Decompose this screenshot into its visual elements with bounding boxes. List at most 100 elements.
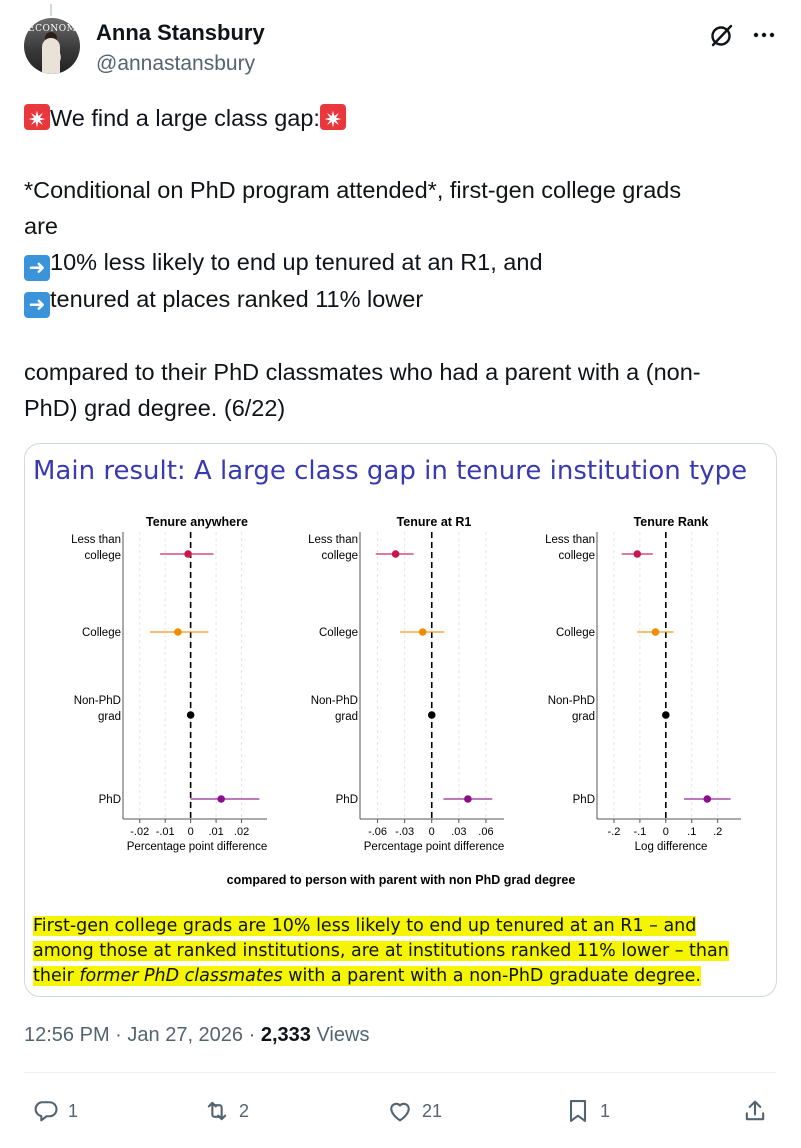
siren-emoji-icon — [319, 102, 346, 138]
avatar-body — [42, 38, 60, 74]
panel-title: Tenure at R1 — [397, 515, 472, 529]
like-button[interactable]: 21 — [386, 1096, 442, 1126]
point-estimate — [418, 628, 427, 636]
share-icon — [745, 1100, 765, 1121]
share-button[interactable] — [741, 1096, 769, 1126]
y-category-label: College — [556, 627, 595, 639]
post-meta: 12:56 PM · Jan 27, 2026 · 2,333 Views — [24, 1024, 369, 1047]
y-category-label: College — [319, 627, 358, 639]
heart-icon — [390, 1102, 410, 1122]
siren-emoji-icon — [24, 102, 50, 138]
slide-title: Main result: A large class gap in tenure… — [33, 456, 748, 486]
bookmark-icon — [569, 1100, 587, 1122]
post-line-2: *Conditional on PhD program attended*, f… — [24, 177, 682, 203]
blank-line — [24, 318, 764, 354]
panel-title: Tenure anywhere — [146, 515, 248, 529]
post-date[interactable]: Jan 27, 2026 — [127, 1024, 244, 1046]
y-category-label: grad — [98, 711, 121, 723]
post-line-5-text: tenured at places ranked 11% lower — [50, 286, 424, 312]
point-estimate — [427, 711, 436, 719]
avatar-text: ECONOMIC — [28, 24, 80, 34]
author-handle[interactable]: @annastansbury — [96, 52, 256, 75]
x-tick-label: -.01 — [156, 826, 175, 838]
right-arrow-emoji-icon: ➜ — [24, 292, 50, 318]
post-line-3: are — [24, 213, 58, 239]
x-tick-label: 0 — [429, 826, 435, 838]
x-tick-label: .1 — [687, 826, 696, 838]
post-line-7: PhD) grad degree. (6/22) — [24, 395, 286, 421]
x-tick-label: .06 — [478, 826, 493, 838]
post-time[interactable]: 12:56 PM — [24, 1024, 110, 1046]
x-axis-label: Percentage point difference — [364, 841, 504, 853]
x-tick-label: .02 — [234, 826, 249, 838]
repost-button[interactable]: 2 — [203, 1096, 249, 1126]
point-estimate — [184, 550, 192, 558]
caption-part-3: with a parent with a non-PhD graduate de… — [282, 966, 701, 986]
y-category-label: Non-PhD — [74, 695, 121, 707]
y-category-label: college — [85, 550, 121, 562]
point-estimate — [186, 711, 195, 719]
x-tick-label: 0 — [663, 826, 669, 838]
bookmark-button[interactable]: 1 — [564, 1096, 610, 1126]
right-arrow-emoji-icon: ➜ — [24, 255, 50, 281]
grok-icon[interactable] — [709, 22, 735, 48]
bookmark-count: 1 — [600, 1100, 611, 1121]
point-estimate — [217, 795, 225, 803]
post-line-4-text: 10% less likely to end up tenured at an … — [50, 249, 543, 275]
point-estimate — [391, 550, 400, 558]
post-text: We find a large class gap: *Conditional … — [24, 100, 764, 426]
y-category-label: PhD — [99, 794, 121, 806]
chart-footer-label: compared to person with parent with non … — [227, 873, 576, 887]
views-count: 2,333 — [260, 1024, 311, 1046]
point-estimate — [662, 711, 670, 719]
meta-separator: · — [115, 1024, 128, 1046]
x-tick-label: -.2 — [608, 826, 621, 838]
reply-count: 1 — [68, 1100, 79, 1121]
y-category-label: Less than — [545, 534, 595, 546]
point-estimate — [464, 795, 472, 803]
author-name[interactable]: Anna Stansbury — [96, 20, 265, 45]
avatar[interactable]: ECONOMIC — [24, 4, 80, 80]
y-category-label: college — [322, 550, 358, 562]
slide-caption: First-gen college grads are 10% less lik… — [33, 914, 753, 989]
x-tick-label: .01 — [208, 826, 223, 838]
post-image[interactable]: Main result: A large class gap in tenure… — [24, 443, 777, 997]
y-category-label: PhD — [336, 794, 358, 806]
y-category-label: grad — [335, 711, 358, 723]
x-tick-label: -.02 — [130, 826, 149, 838]
post-line-1-text: We find a large class gap: — [50, 105, 320, 131]
x-tick-label: -.06 — [368, 826, 387, 838]
more-options-icon[interactable] — [751, 22, 777, 48]
y-category-label: Less than — [308, 534, 358, 546]
panel-title: Tenure Rank — [634, 515, 709, 529]
y-category-label: Less than — [71, 534, 121, 546]
y-category-label: PhD — [573, 794, 595, 806]
avatar-image[interactable]: ECONOMIC — [24, 18, 80, 74]
thread-line — [50, 4, 52, 16]
divider — [24, 1072, 776, 1073]
meta-separator: · — [248, 1024, 261, 1046]
y-category-label: Non-PhD — [311, 695, 358, 707]
x-tick-label: -.1 — [633, 826, 646, 838]
blank-line — [24, 136, 764, 172]
post-header: ECONOMIC Anna Stansbury @annastansbury — [24, 4, 784, 80]
x-axis-label: Percentage point difference — [127, 841, 267, 853]
point-estimate — [633, 550, 642, 558]
repost-icon — [207, 1101, 227, 1121]
coefficient-charts: Tenure anywhere -.02 -.01 0 .01 .02 Percentage… — [71, 515, 741, 887]
x-tick-label: .2 — [713, 826, 722, 838]
point-estimate — [651, 628, 660, 636]
point-estimate — [174, 628, 182, 636]
like-count: 21 — [422, 1100, 443, 1121]
caption-part-2: former PhD classmates — [79, 966, 283, 986]
y-category-label: college — [559, 550, 595, 562]
point-estimate — [703, 795, 712, 803]
y-category-label: Non-PhD — [548, 695, 595, 707]
x-tick-label: 0 — [188, 826, 194, 838]
x-tick-label: .03 — [451, 826, 466, 838]
post-line-1: We find a large class gap: — [24, 100, 764, 138]
post-line-4: ➜ 10% less likely to end up tenured at an… — [24, 244, 764, 281]
views-label: Views — [316, 1024, 370, 1046]
y-category-label: College — [82, 627, 121, 639]
reply-button[interactable]: 1 — [32, 1096, 78, 1126]
